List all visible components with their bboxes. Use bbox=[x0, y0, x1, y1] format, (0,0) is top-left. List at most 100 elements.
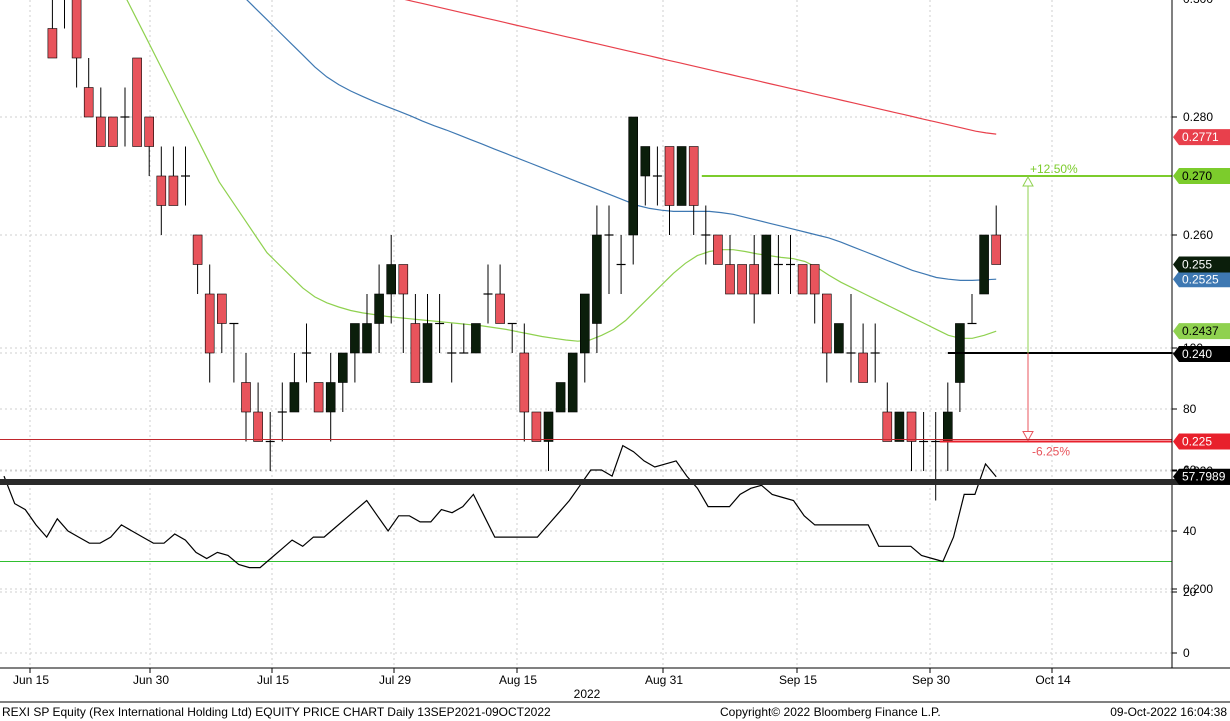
level-mid-tag-bg bbox=[1173, 346, 1230, 362]
level-upper-tag: 0.270 bbox=[1173, 168, 1230, 184]
candle-body bbox=[168, 175, 179, 206]
right-axis-labels: 0.2525 0.2437 0.2771 0.255 0.270 0.240 0.225 57… bbox=[1173, 129, 1230, 485]
candle-body bbox=[144, 116, 154, 147]
rsi-tick-label: 80 bbox=[1183, 402, 1197, 416]
rsi-gridlines bbox=[0, 347, 1172, 668]
candle-body bbox=[555, 382, 566, 413]
ma-mid-tag-text: 0.2525 bbox=[1182, 272, 1219, 286]
candle-body bbox=[398, 264, 409, 295]
candle-body bbox=[47, 28, 58, 59]
rsi-tick-label: 40 bbox=[1183, 524, 1197, 538]
x-tick-label: Aug 31 bbox=[645, 673, 683, 687]
candle-body bbox=[325, 382, 336, 413]
level-lower-tag: 0.225 bbox=[1173, 433, 1230, 450]
ma-long-line bbox=[404, 0, 997, 135]
candle-body bbox=[749, 264, 760, 295]
candle-body bbox=[374, 293, 384, 324]
rsi-panel bbox=[0, 439, 1172, 569]
candle-body bbox=[821, 293, 832, 354]
candle-body bbox=[241, 382, 251, 413]
x-tick-label: Sep 15 bbox=[779, 673, 817, 687]
candle-body bbox=[156, 175, 167, 206]
level-lower-tag-bg bbox=[1173, 433, 1230, 450]
x-tick-label: Jun 30 bbox=[133, 673, 169, 687]
candle-body bbox=[386, 264, 397, 295]
candle-body bbox=[906, 411, 917, 442]
candle-body bbox=[688, 146, 699, 206]
ma-long-tag-text: 0.2771 bbox=[1182, 130, 1219, 144]
candle-body bbox=[313, 382, 324, 413]
last-price-tag: 0.255 bbox=[1173, 256, 1230, 273]
candle-body bbox=[108, 116, 118, 147]
footer-title: REXI SP Equity (Rex International Holdin… bbox=[2, 705, 551, 719]
candle-body bbox=[628, 116, 639, 236]
candle-body bbox=[204, 293, 215, 354]
level-upper-tag-text: 0.270 bbox=[1182, 169, 1212, 183]
candle-body bbox=[979, 234, 989, 295]
y-tick-label: 0.280 bbox=[1183, 110, 1213, 124]
candle-body bbox=[410, 323, 421, 383]
price-levels: +12.50% -6.25% bbox=[701, 162, 1172, 459]
candle-body bbox=[83, 87, 94, 118]
candle-body bbox=[531, 411, 542, 442]
candle-body bbox=[543, 411, 554, 442]
candle-body bbox=[337, 352, 348, 383]
candle-body bbox=[495, 293, 505, 324]
candle-body bbox=[350, 323, 360, 354]
candle-body bbox=[942, 411, 953, 442]
candle-body bbox=[664, 146, 675, 206]
candle-body bbox=[132, 57, 142, 147]
candle-body bbox=[894, 411, 905, 442]
candle-body bbox=[289, 382, 300, 413]
candle-body bbox=[567, 352, 578, 413]
rsi-tick-label: 20 bbox=[1183, 585, 1197, 599]
candle-body bbox=[725, 264, 735, 295]
x-tick-label: Oct 14 bbox=[1035, 673, 1071, 687]
x-tick-label: Sep 30 bbox=[912, 673, 950, 687]
axes: 0.3400.3200.3000.2800.2600.2400.2200.200… bbox=[0, 0, 1230, 703]
rsi-line bbox=[3, 444, 997, 569]
level-lower-tag-text: 0.225 bbox=[1182, 435, 1212, 449]
year-label: 2022 bbox=[574, 687, 601, 701]
candle-body bbox=[858, 352, 868, 383]
candle-body bbox=[422, 323, 433, 383]
gain-arrow-head bbox=[1022, 175, 1034, 187]
level-mid-tag-text: 0.240 bbox=[1182, 347, 1212, 361]
ma-mid-tag-bg bbox=[1173, 271, 1230, 288]
candle-body bbox=[834, 323, 844, 354]
level-upper-tag-bg bbox=[1173, 168, 1230, 184]
ma-long-tag: 0.2771 bbox=[1173, 129, 1230, 146]
x-tick-label: Aug 15 bbox=[499, 673, 537, 687]
candle-body bbox=[713, 234, 723, 265]
candle-body bbox=[192, 234, 203, 265]
candle-body bbox=[991, 234, 1002, 265]
y-tick-label: 0.260 bbox=[1183, 228, 1213, 242]
candle-body bbox=[882, 411, 893, 442]
candle-body bbox=[519, 352, 530, 413]
candle-body bbox=[676, 146, 687, 206]
candle-body bbox=[579, 293, 590, 354]
candle-body bbox=[471, 323, 481, 354]
candle-body bbox=[217, 293, 227, 324]
y-tick-label: 0.300 bbox=[1183, 0, 1213, 6]
rsi-value-tag-bg bbox=[1173, 468, 1230, 485]
ma-short-tag-text: 0.2437 bbox=[1182, 324, 1219, 338]
candle-body bbox=[761, 234, 772, 295]
ma-short-tag-bg bbox=[1173, 323, 1230, 340]
last-price-tag-bg bbox=[1173, 256, 1230, 273]
x-tick-label: Jul 29 bbox=[379, 673, 411, 687]
panel-divider bbox=[0, 479, 1230, 485]
last-price-tag-text: 0.255 bbox=[1182, 258, 1212, 272]
candle-body bbox=[362, 323, 372, 354]
ma-mid-line bbox=[246, 0, 997, 281]
footer-copyright: Copyright© 2022 Bloomberg Finance L.P. bbox=[720, 705, 941, 719]
rsi-tick-label: 0 bbox=[1183, 646, 1190, 660]
ma-mid-tag: 0.2525 bbox=[1173, 271, 1230, 288]
y-tick-label: 0.200 bbox=[1183, 582, 1213, 596]
candle-body bbox=[797, 264, 808, 295]
level-mid-tag: 0.240 bbox=[1173, 346, 1230, 362]
rsi-value-tag-text: 57.7989 bbox=[1182, 470, 1226, 484]
ma-short-tag: 0.2437 bbox=[1173, 323, 1230, 340]
candle-body bbox=[737, 264, 747, 295]
x-tick-label: Jul 15 bbox=[257, 673, 289, 687]
